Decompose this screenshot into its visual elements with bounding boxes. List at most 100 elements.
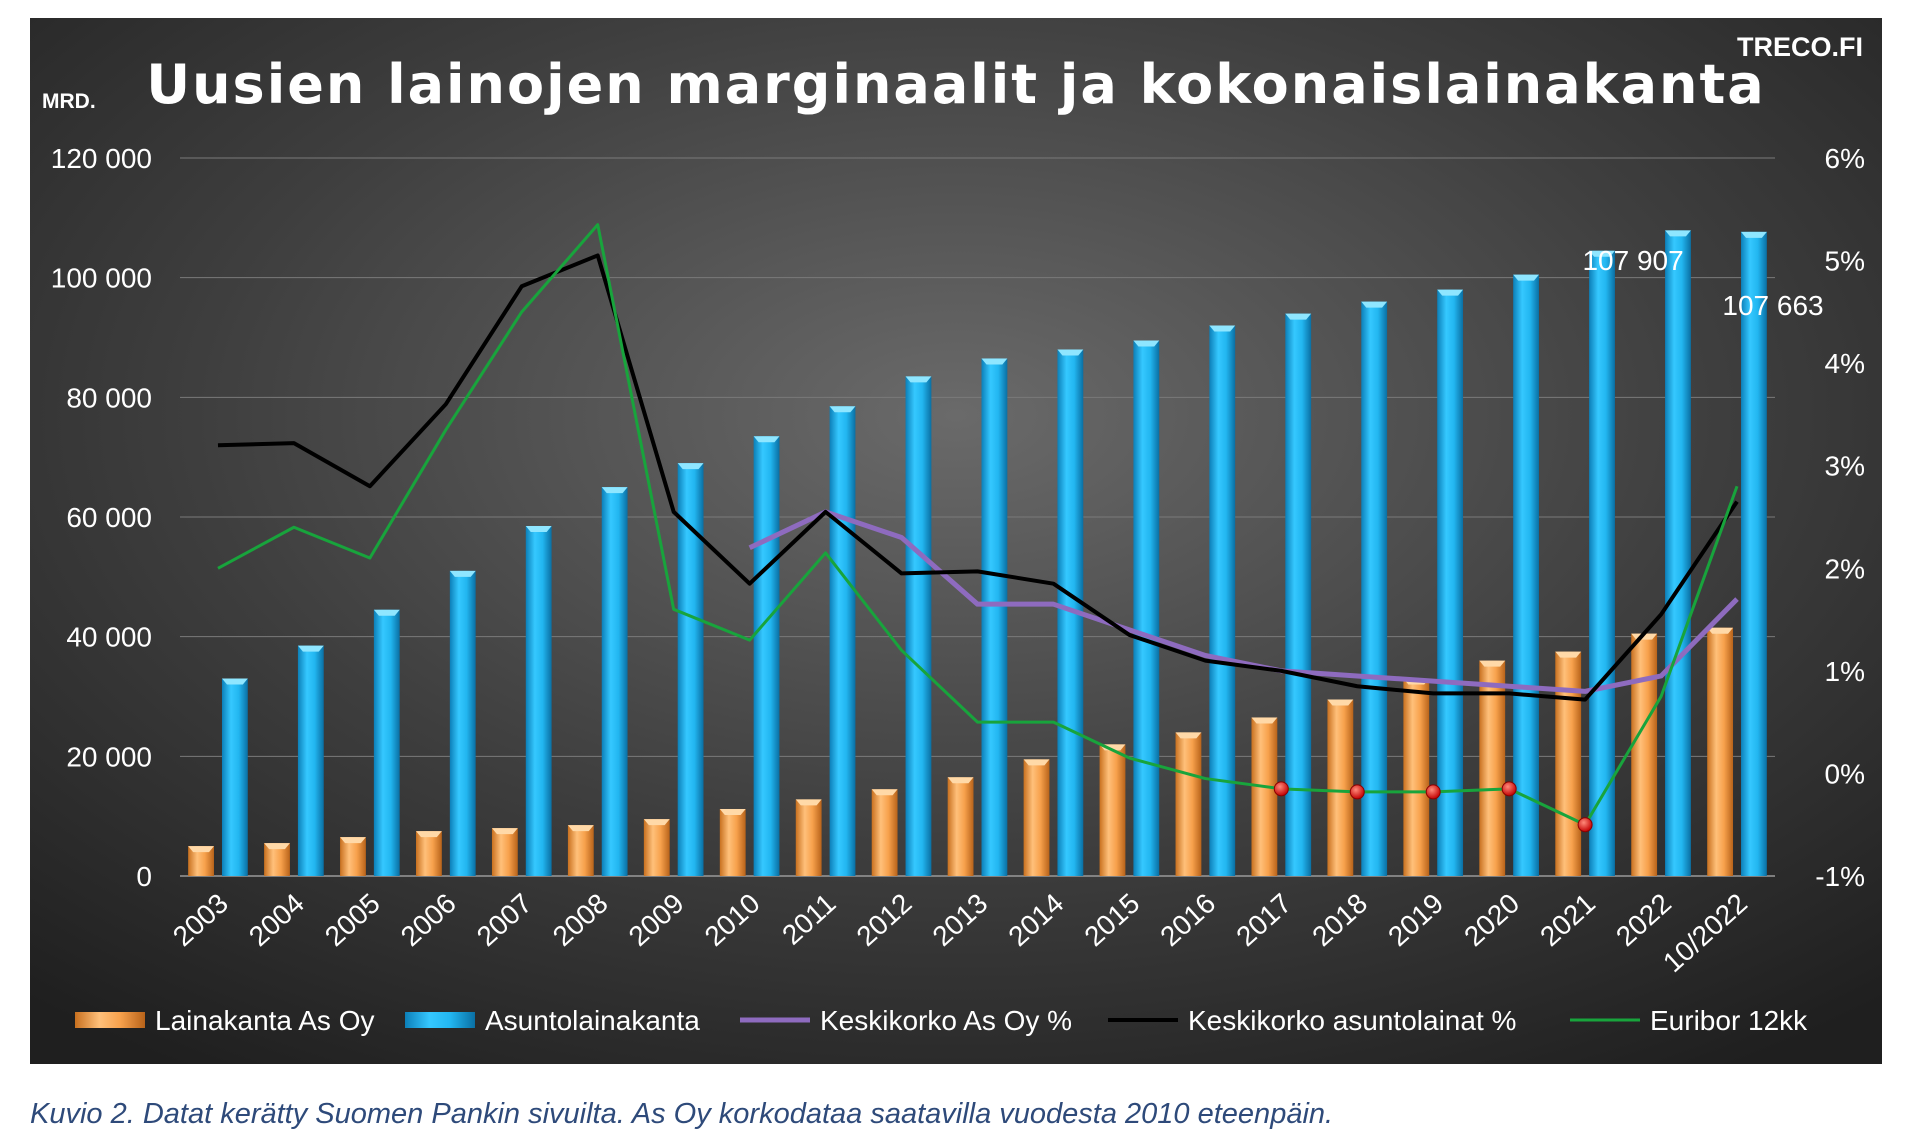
y-axis-ticks: 0 20 000 40 000 60 000 80 000 100 000 120 000	[51, 143, 152, 892]
y2-tick-label: 6%	[1825, 143, 1865, 174]
bar-lainakanta-as-oy	[1251, 717, 1278, 876]
bar-cap	[1175, 732, 1202, 739]
bar-cap	[753, 436, 780, 443]
bar-asuntolainakanta	[905, 376, 932, 876]
grid-lines	[180, 157, 1775, 877]
bar-cap	[449, 570, 476, 577]
bar-cap	[1209, 325, 1236, 332]
data-label: 107 907	[1582, 245, 1683, 276]
legend-label: Keskikorko As Oy %	[820, 1005, 1072, 1036]
euribor-negative-marker	[1349, 784, 1365, 800]
bar-cap	[677, 463, 704, 470]
bar-cap	[1555, 651, 1582, 658]
bar-lainakanta-as-oy	[719, 808, 746, 876]
bar-cap	[264, 843, 290, 850]
bar-cap	[871, 789, 898, 796]
bar-asuntolainakanta	[753, 436, 780, 876]
markers	[1273, 781, 1593, 833]
bar-asuntolainakanta	[1209, 325, 1236, 876]
y2-tick-label: 0%	[1825, 758, 1865, 789]
legend-label: Euribor 12kk	[1650, 1005, 1808, 1036]
bar-cap	[1285, 313, 1312, 320]
y-tick-label: 80 000	[66, 382, 152, 413]
figure-caption: Kuvio 2. Datat kerätty Suomen Pankin siv…	[30, 1098, 1334, 1130]
y-tick-label: 20 000	[66, 741, 152, 772]
bar-cap	[601, 487, 628, 494]
bar-cap	[1479, 660, 1506, 667]
bar-lainakanta-as-oy	[1327, 699, 1354, 876]
bar-lainakanta-as-oy	[567, 825, 594, 876]
legend-label: Keskikorko asuntolainat %	[1188, 1005, 1516, 1036]
bar-asuntolainakanta	[1513, 274, 1539, 876]
bar-cap	[416, 831, 442, 838]
bar-cap	[1741, 231, 1767, 238]
euribor-negative-marker	[1501, 781, 1517, 797]
bar-lainakanta-as-oy	[491, 828, 518, 876]
bar-cap	[221, 678, 248, 685]
bar-lainakanta-as-oy	[1707, 627, 1734, 876]
bar-lainakanta-as-oy	[1631, 633, 1658, 876]
bar-cap	[525, 525, 552, 532]
bar-lainakanta-as-oy	[340, 837, 366, 876]
bar-lainakanta-as-oy	[1403, 678, 1430, 876]
y2-axis-ticks: -1% 0% 1% 2% 3% 4% 5% 6%	[1815, 143, 1865, 892]
y-tick-label: 60 000	[66, 502, 152, 533]
brand-label: TRECO.FI	[1737, 32, 1863, 62]
bar-asuntolainakanta	[373, 609, 400, 876]
y-tick-label: 40 000	[66, 622, 152, 653]
bar-asuntolainakanta	[1589, 250, 1615, 876]
chart-title: Uusien lainojen marginaalit ja kokonaisl…	[146, 53, 1765, 116]
data-label: 107 663	[1722, 290, 1823, 321]
bar-cap	[1707, 627, 1734, 634]
bar-cap	[297, 645, 324, 652]
line-1	[217, 253, 1739, 702]
y-tick-label: 100 000	[51, 263, 152, 294]
bar-asuntolainakanta	[829, 406, 856, 876]
bar-cap	[1023, 759, 1050, 766]
chart-panel: Uusien lainojen marginaalit ja kokonaisl…	[30, 18, 1882, 1064]
bar-lainakanta-as-oy	[795, 799, 822, 876]
bar-asuntolainakanta	[1361, 301, 1388, 877]
bar-cap	[188, 846, 214, 853]
chart-svg: Uusien lainojen marginaalit ja kokonaisl…	[30, 18, 1882, 1064]
bar-lainakanta-as-oy	[643, 819, 670, 876]
bar-lainakanta-as-oy	[1099, 744, 1126, 876]
bar-cap	[795, 799, 822, 806]
bar-lainakanta-as-oy	[1175, 732, 1202, 876]
bar-lainakanta-as-oy	[871, 789, 898, 876]
y2-tick-label: 2%	[1825, 553, 1865, 584]
y-tick-label: 0	[136, 861, 152, 892]
bar-asuntolainakanta	[449, 570, 476, 876]
euribor-negative-marker	[1425, 784, 1441, 800]
bar-cap	[1513, 274, 1539, 281]
euribor-negative-marker	[1273, 781, 1289, 797]
bar-cap	[1437, 289, 1464, 296]
y-tick-label: 120 000	[51, 143, 152, 174]
bar-asuntolainakanta	[221, 678, 248, 876]
bar-asuntolainakanta	[297, 645, 324, 876]
y2-tick-label: 4%	[1825, 348, 1865, 379]
legend-swatch	[405, 1012, 475, 1028]
euribor-negative-marker	[1577, 817, 1593, 833]
bar-lainakanta-as-oy	[947, 777, 974, 876]
bar-asuntolainakanta	[1133, 340, 1160, 876]
bar-asuntolainakanta	[1285, 313, 1312, 877]
chart-background	[30, 18, 1882, 1064]
bar-asuntolainakanta	[601, 487, 628, 876]
bar-cap	[1327, 699, 1354, 706]
bar-asuntolainakanta	[1741, 231, 1767, 876]
bar-cap	[1589, 250, 1615, 257]
bar-cap	[1133, 340, 1160, 347]
bar-cap	[1665, 230, 1691, 237]
bar-asuntolainakanta	[1665, 230, 1691, 876]
bar-cap	[947, 777, 974, 784]
bar-cap	[829, 406, 856, 413]
bar-asuntolainakanta	[525, 525, 552, 876]
y2-tick-label: 5%	[1825, 246, 1865, 277]
data-labels: 107 907 107 663	[1582, 245, 1823, 321]
line-0	[748, 509, 1739, 694]
bar-lainakanta-as-oy	[1555, 651, 1582, 876]
y2-tick-label: 1%	[1825, 656, 1865, 687]
bar-cap	[719, 808, 746, 815]
bar-cap	[567, 825, 594, 832]
